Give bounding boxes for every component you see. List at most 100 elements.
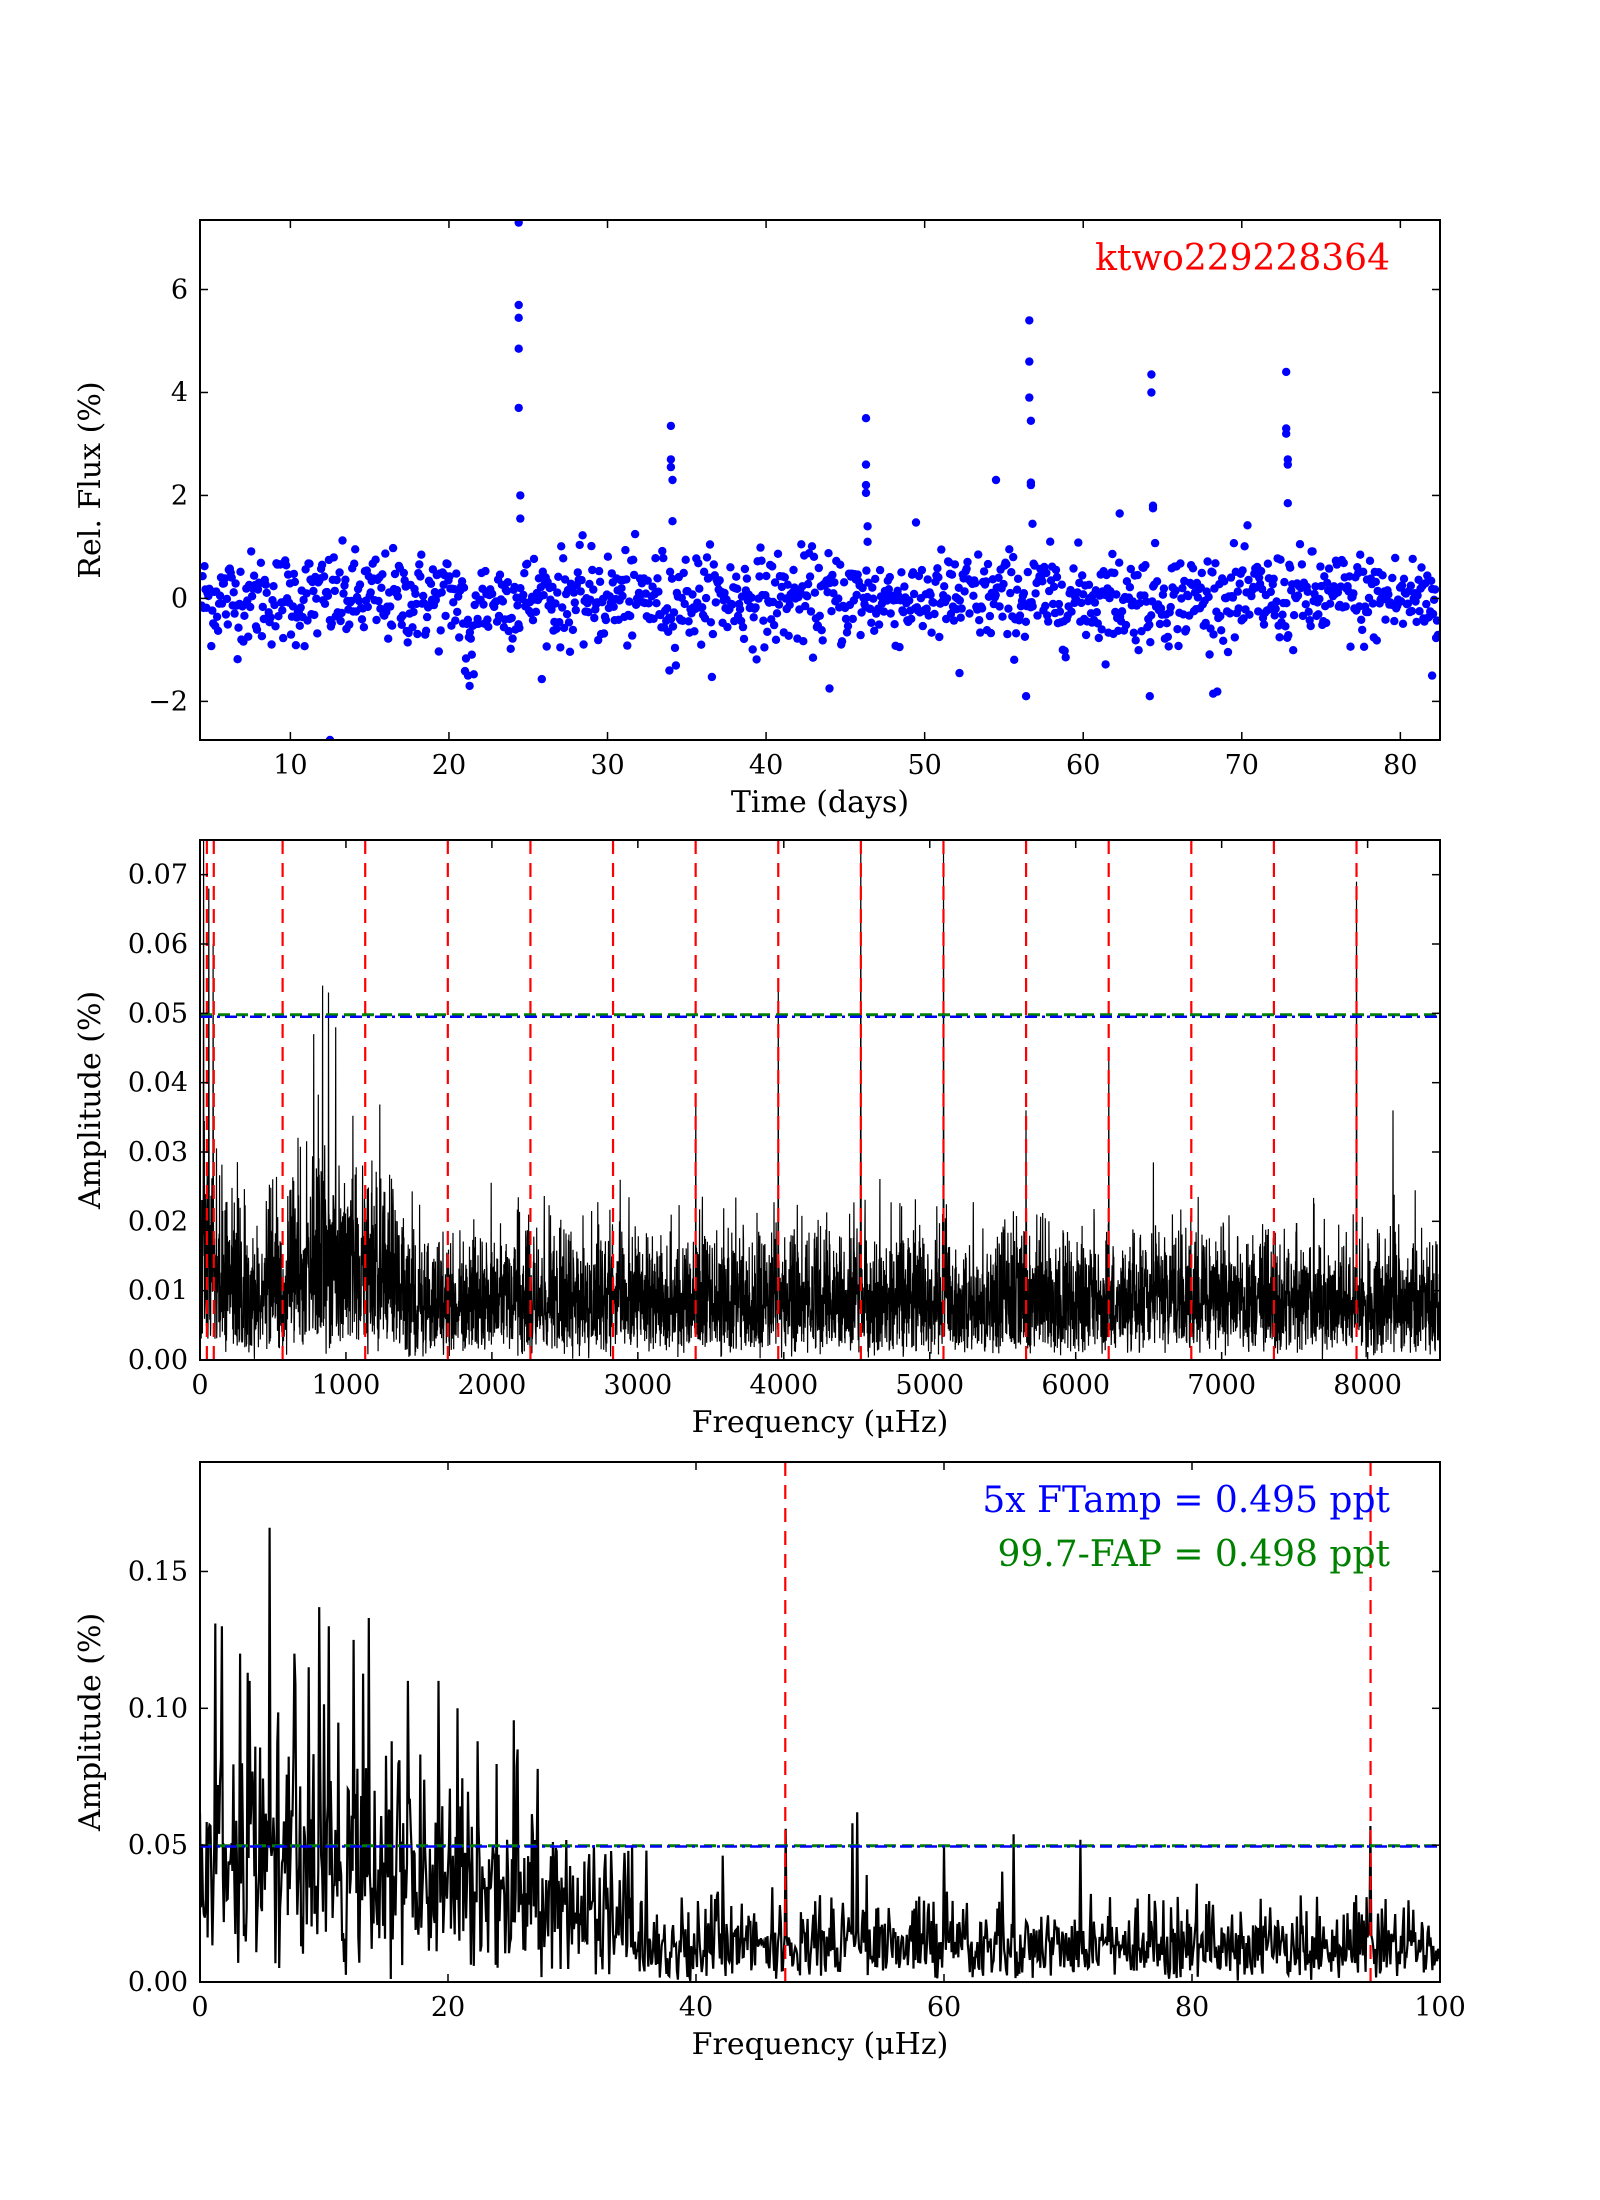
flux-point — [559, 554, 568, 563]
flux-point — [862, 566, 871, 575]
flux-point — [1363, 607, 1373, 617]
flux-point — [1371, 577, 1381, 587]
flux-point — [309, 586, 318, 596]
flux-point — [513, 601, 522, 610]
flux-point — [1398, 619, 1408, 628]
flux-point — [261, 580, 270, 589]
flux-point — [400, 576, 409, 585]
flux-point — [1079, 590, 1088, 599]
fap-threshold-annotation: 99.7-FAP = 0.498 ppt — [997, 1534, 1390, 1575]
flux-point — [246, 602, 255, 612]
flux-point — [1203, 557, 1212, 566]
flux-point — [871, 574, 880, 584]
flux-point — [1115, 558, 1124, 567]
flux-point — [603, 552, 613, 561]
flux-point — [942, 594, 952, 603]
flux-point — [720, 588, 729, 598]
flux-point — [852, 590, 861, 600]
flux-point — [651, 554, 660, 563]
flux-point — [817, 626, 826, 635]
flux-point — [576, 587, 585, 596]
flux-point — [1147, 611, 1156, 620]
flux-point — [1244, 575, 1253, 585]
flux-point — [388, 543, 398, 553]
flux-point — [1046, 537, 1055, 546]
flux-point — [449, 598, 458, 607]
flux-point — [1061, 653, 1070, 662]
flux-point — [698, 603, 707, 612]
flux-point — [1131, 636, 1140, 645]
zoom-spectrum-line — [200, 1527, 1440, 1982]
x-tick-label: 8000 — [1333, 1370, 1402, 1401]
flux-point — [1272, 597, 1281, 606]
flux-point — [963, 557, 972, 567]
flux-point — [843, 621, 853, 631]
flux-point — [621, 545, 630, 555]
flux-point — [1430, 585, 1440, 594]
flux-point — [1078, 571, 1087, 580]
flux-point — [1378, 571, 1387, 580]
zoom-spectrum-panel: 0 20 40 60 80 100 0.00 0.05 0.10 0.15 Frequency (… — [73, 1461, 1466, 2062]
flux-point — [879, 607, 889, 616]
flux-point — [769, 620, 779, 630]
y-tick-label: 0.15 — [128, 1556, 188, 1587]
flux-point — [1304, 607, 1313, 616]
flux-point — [229, 588, 238, 597]
flux-point — [573, 568, 582, 577]
flux-point — [207, 641, 216, 651]
flux-point — [313, 629, 322, 638]
flux-point — [1015, 611, 1025, 620]
flux-point — [1289, 611, 1299, 620]
flux-point — [666, 462, 676, 472]
flux-point — [601, 615, 611, 625]
flux-point — [506, 644, 515, 653]
flux-point — [977, 604, 987, 613]
flux-point — [1005, 545, 1014, 554]
flux-point — [922, 604, 931, 613]
flux-point — [759, 616, 768, 625]
flux-point — [995, 602, 1004, 611]
flux-point — [1316, 562, 1325, 571]
flux-point — [668, 475, 677, 485]
flux-point — [1133, 570, 1142, 580]
flux-point — [625, 597, 634, 606]
flux-point — [946, 609, 956, 618]
flux-point — [1038, 577, 1047, 586]
flux-point — [783, 580, 792, 589]
ftamp-threshold-annotation: 5x FTamp = 0.495 ppt — [982, 1480, 1390, 1521]
flux-point — [1174, 641, 1183, 651]
flux-point — [1197, 568, 1207, 578]
flux-point — [699, 567, 709, 576]
flux-point — [514, 220, 523, 227]
flux-point — [236, 567, 245, 576]
flux-point — [1009, 552, 1018, 562]
flux-point — [1031, 589, 1040, 598]
y-tick-label: 0.02 — [128, 1206, 188, 1237]
flux-point — [1228, 593, 1238, 602]
y-tick-label: 0.10 — [128, 1693, 188, 1724]
flux-point — [1278, 610, 1287, 619]
flux-point — [1297, 560, 1307, 569]
flux-point — [926, 590, 935, 600]
flux-point — [923, 575, 932, 584]
y-tick-label: 2 — [171, 480, 188, 511]
lightcurve-panel: 10 20 30 40 50 60 70 80 −2 0 2 4 6 Time (days) Rel. … — [73, 219, 1441, 820]
flux-point — [507, 613, 516, 623]
full-spectrum-ticks: 0 1000 2000 3000 4000 5000 6000 7000 8000 0.00 0.0… — [128, 840, 1440, 1401]
flux-point — [803, 579, 813, 589]
flux-point — [976, 628, 985, 637]
flux-point — [329, 553, 338, 562]
flux-point — [1226, 573, 1236, 582]
full-spectrum-plot-area — [200, 840, 1440, 1360]
flux-point — [1286, 563, 1295, 572]
flux-point — [842, 628, 852, 637]
flux-point — [1093, 619, 1103, 628]
flux-point — [1007, 568, 1016, 577]
flux-point — [1381, 615, 1390, 624]
y-tick-label: −2 — [148, 686, 188, 717]
flux-point — [416, 572, 425, 581]
flux-point — [1134, 646, 1143, 655]
flux-point — [1084, 580, 1094, 589]
flux-point — [586, 595, 595, 604]
flux-point — [841, 614, 851, 624]
